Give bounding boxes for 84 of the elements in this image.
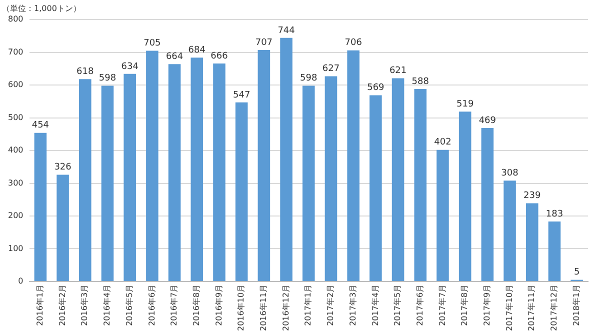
data-label: 664 bbox=[166, 52, 184, 62]
bar bbox=[526, 203, 538, 281]
x-tick-label: 2017年7月 bbox=[438, 284, 447, 326]
x-tick-label: 2016年7月 bbox=[170, 284, 179, 326]
x-tick-label: 2017年11月 bbox=[527, 284, 536, 332]
bar bbox=[302, 86, 315, 281]
data-label: 744 bbox=[278, 26, 296, 36]
data-label: 598 bbox=[300, 74, 318, 84]
data-label: 618 bbox=[76, 67, 94, 78]
bar bbox=[392, 78, 404, 281]
x-tick-label: 2016年8月 bbox=[192, 284, 201, 326]
data-label: 402 bbox=[434, 138, 452, 148]
data-label: 666 bbox=[210, 51, 228, 62]
y-tick-label: 0 bbox=[18, 276, 24, 286]
data-label: 569 bbox=[367, 83, 385, 94]
x-tick-label: 2017年9月 bbox=[482, 284, 492, 326]
x-tick-label: 2016年2月 bbox=[58, 284, 67, 326]
x-tick-label: 2016年9月 bbox=[214, 284, 224, 326]
x-tick-label: 2017年10月 bbox=[504, 284, 514, 332]
x-tick-label: 2017年6月 bbox=[415, 284, 424, 326]
x-tick-label: 2016年10月 bbox=[236, 284, 246, 332]
x-tick-label: 2017年5月 bbox=[393, 284, 402, 326]
bar bbox=[436, 150, 449, 281]
y-tick-label: 700 bbox=[8, 47, 24, 56]
x-tick-label: 2016年6月 bbox=[147, 284, 156, 326]
bar bbox=[370, 95, 382, 281]
data-label: 634 bbox=[121, 62, 139, 72]
bar bbox=[78, 79, 92, 281]
y-tick-label: 400 bbox=[8, 146, 24, 155]
y-tick-label: 600 bbox=[8, 80, 24, 90]
data-label: 547 bbox=[232, 90, 250, 100]
x-tick-label: 2017年4月 bbox=[370, 284, 380, 326]
y-tick-label: 300 bbox=[8, 178, 24, 188]
bar bbox=[124, 74, 136, 281]
bar bbox=[168, 64, 181, 281]
bar bbox=[458, 112, 472, 281]
x-tick-label: 2017年8月 bbox=[460, 284, 470, 326]
x-tick-label: 2016年5月 bbox=[124, 284, 134, 326]
data-label: 684 bbox=[188, 45, 206, 56]
bar bbox=[414, 88, 427, 281]
data-label: 183 bbox=[546, 209, 564, 220]
data-label: 326 bbox=[54, 162, 72, 173]
bar bbox=[190, 58, 204, 281]
x-tick-label: 2016年1月 bbox=[36, 284, 45, 326]
data-label: 588 bbox=[412, 76, 430, 87]
y-axis-title: （単位：1,000トン） bbox=[2, 4, 81, 13]
bar bbox=[101, 86, 114, 281]
data-label: 519 bbox=[456, 99, 474, 110]
data-label: 627 bbox=[322, 64, 340, 74]
data-label: 5 bbox=[574, 268, 580, 278]
bar bbox=[347, 50, 360, 281]
bar bbox=[235, 102, 248, 281]
x-tick-label: 2016年3月 bbox=[80, 284, 90, 326]
data-label: 239 bbox=[524, 191, 541, 202]
data-label: 598 bbox=[98, 74, 116, 84]
y-tick-label: 200 bbox=[8, 211, 24, 220]
x-tick-label: 2017年3月 bbox=[348, 284, 358, 326]
x-tick-label: 2016年4月 bbox=[102, 284, 112, 326]
x-tick-label: 2016年12月 bbox=[281, 284, 290, 332]
bar bbox=[504, 180, 516, 281]
data-label: 308 bbox=[501, 168, 519, 178]
data-label: 454 bbox=[32, 120, 50, 131]
x-tick-label: 2018年1月 bbox=[572, 284, 581, 326]
x-tick-label: 2017年1月 bbox=[304, 284, 313, 326]
bar bbox=[146, 50, 158, 281]
bar bbox=[56, 174, 69, 281]
data-label: 706 bbox=[344, 38, 362, 48]
data-label: 621 bbox=[389, 66, 407, 76]
x-tick-label: 2016年11月 bbox=[259, 284, 268, 332]
bar bbox=[34, 132, 47, 281]
bar bbox=[548, 222, 561, 281]
data-label: 707 bbox=[255, 38, 273, 48]
data-label: 469 bbox=[478, 116, 496, 126]
bar bbox=[324, 76, 338, 281]
y-tick-label: 500 bbox=[8, 112, 24, 122]
bar bbox=[280, 38, 292, 281]
y-tick-label: 100 bbox=[8, 244, 24, 253]
bar bbox=[213, 63, 226, 281]
y-tick-label: 800 bbox=[8, 14, 24, 24]
data-label: 705 bbox=[144, 38, 161, 49]
x-tick-label: 2017年12月 bbox=[550, 284, 559, 332]
bar bbox=[481, 128, 494, 281]
x-tick-label: 2017年2月 bbox=[326, 284, 336, 326]
bar bbox=[258, 50, 270, 281]
